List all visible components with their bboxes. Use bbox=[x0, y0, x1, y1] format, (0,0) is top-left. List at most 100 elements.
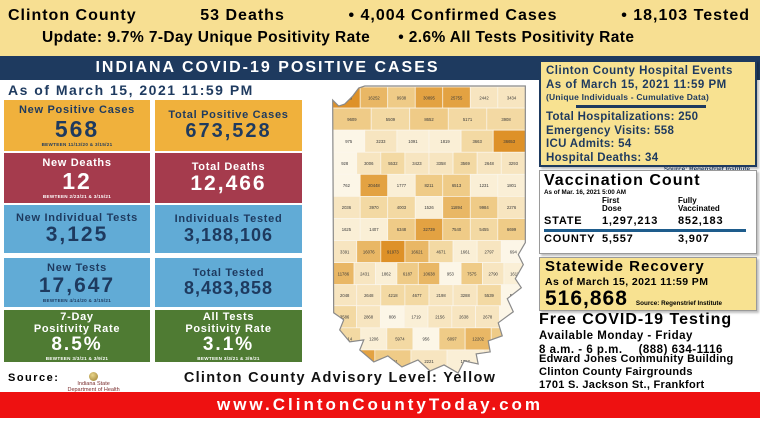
stat-label: 7-Day Positivity Rate bbox=[33, 310, 121, 336]
county-case-count: 956 bbox=[422, 337, 430, 342]
county-case-count: 30895 bbox=[423, 95, 435, 100]
vaccination-county-first: 5,557 bbox=[602, 232, 634, 245]
banner-county-name: Clinton County bbox=[8, 7, 137, 24]
vaccination-col-fully-vaccinated: Fully Vaccinated bbox=[678, 195, 720, 214]
stat-label: Total Positive Cases bbox=[168, 108, 289, 121]
vaccination-underline bbox=[544, 229, 746, 232]
stat-note: BEWTEEN 3/3/21 & 3/9/21 bbox=[45, 356, 109, 362]
county-case-count: 6097 bbox=[447, 337, 457, 342]
stat-value: 3,125 bbox=[45, 223, 109, 247]
hospital-source: Source: Regenstrief Institute bbox=[546, 166, 750, 173]
banner-line1: Clinton County 53 Deaths • 4,004 Confirm… bbox=[0, 0, 760, 25]
county-case-count: 1801 bbox=[507, 183, 517, 188]
county-case-count: 953 bbox=[447, 271, 455, 276]
county-case-count: 2790 bbox=[489, 271, 499, 276]
county-case-count: 694 bbox=[510, 249, 518, 254]
stat-value: 8.5% bbox=[51, 334, 103, 356]
county-case-count: 975 bbox=[345, 139, 353, 144]
stat-box-individuals-tested: Individuals Tested 3,188,106 bbox=[155, 205, 302, 253]
county-case-count: 1862 bbox=[382, 271, 392, 276]
county-case-count: 5532 bbox=[388, 161, 398, 166]
county-case-count: 16621 bbox=[411, 249, 423, 254]
stat-value: 3,188,106 bbox=[183, 224, 274, 245]
vaccination-table-header: First Dose Fully Vaccinated bbox=[544, 195, 752, 215]
county-case-count: 1091 bbox=[408, 139, 418, 144]
county-case-count: 9984 bbox=[479, 205, 489, 210]
county-case-count: 1625 bbox=[342, 227, 352, 232]
location-line: 1701 S. Jackson St., Frankfort bbox=[539, 378, 705, 391]
county-case-count: 2442 bbox=[479, 95, 489, 100]
county-case-count: 16252 bbox=[368, 95, 380, 100]
stat-box-new-tests: New Tests 17,647 BEWTEEN 4/14/20 & 3/15/21 bbox=[4, 258, 150, 307]
stat-note: BEWTEEN 3/3/21 & 3/9/21 bbox=[197, 356, 260, 362]
county-case-count: 3391 bbox=[340, 249, 350, 254]
location-line: Clinton County Fairgrounds bbox=[539, 365, 693, 378]
vaccination-panel: Vaccination Count As of Mar. 16, 2021 5:… bbox=[539, 170, 757, 254]
testing-location: Edward Jones Community Building Clinton … bbox=[539, 353, 733, 392]
hospital-subtitle: As of March 15, 2021 11:59 PM bbox=[546, 78, 727, 91]
stat-box-total-tested: Total Tested 8,483,858 bbox=[155, 258, 302, 307]
recovery-asof: As of March 15, 2021 11:59 PM bbox=[545, 275, 709, 288]
stat-label: New Tests bbox=[47, 262, 107, 275]
county-case-count: 21485 bbox=[351, 359, 363, 364]
county-case-count: 2198 bbox=[436, 293, 446, 298]
top-banner: Clinton County 53 Deaths • 4,004 Confirm… bbox=[0, 0, 760, 56]
testing-phone[interactable]: (888) 634-1116 bbox=[638, 344, 723, 357]
banner-confirmed-cases: • 4,004 Confirmed Cases bbox=[348, 7, 558, 24]
vaccination-row-label: COUNTY bbox=[544, 232, 596, 245]
county-case-count: 2678 bbox=[483, 315, 493, 320]
vaccination-state-first: 1,297,213 bbox=[602, 215, 659, 228]
hospital-stat-line: Total Hospitalizations: 250 bbox=[546, 111, 699, 124]
stat-note: BEWTEEN 2/23/21 & 3/15/21 bbox=[42, 194, 112, 200]
county-case-count: 3569 bbox=[460, 161, 470, 166]
stat-value: 3.1% bbox=[202, 334, 255, 356]
county-case-count: 2638 bbox=[459, 315, 469, 320]
county-case-count: 5171 bbox=[463, 117, 473, 122]
testing-title: Free COVID-19 Testing bbox=[539, 311, 733, 328]
vaccination-county-full: 3,907 bbox=[678, 232, 710, 245]
county-case-count: 2036 bbox=[342, 205, 352, 210]
county-case-count: 2048 bbox=[340, 293, 350, 298]
stat-label: New Positive Cases bbox=[19, 104, 135, 117]
county-case-count: 5455 bbox=[479, 227, 489, 232]
hospital-events-panel: Clinton County Hospital Events As of Mar… bbox=[539, 60, 757, 173]
stat-value: 673,528 bbox=[185, 120, 272, 143]
county-case-count: 2431 bbox=[360, 271, 370, 276]
county-case-count: 2868 bbox=[364, 315, 374, 320]
location-line: Edward Jones Community Building bbox=[539, 353, 734, 365]
county-case-count: 8652 bbox=[424, 117, 434, 122]
stat-label: Total Deaths bbox=[191, 160, 266, 173]
hospital-stat-line: Hospital Deaths: 34 bbox=[546, 151, 659, 164]
page-title: INDIANA COVID-19 POSITIVE CASES bbox=[95, 59, 440, 76]
county-case-count: 3293 bbox=[509, 161, 519, 166]
county-case-count: 7575 bbox=[467, 271, 477, 276]
hospital-stat-line: Emergency Visits: 558 bbox=[546, 124, 675, 137]
stat-value: 12 bbox=[62, 168, 92, 195]
county-case-count: 2648 bbox=[485, 161, 495, 166]
county-case-count: 928 bbox=[341, 161, 349, 166]
county-case-count: 3434 bbox=[507, 95, 517, 100]
testing-days: Available Monday - Friday bbox=[539, 329, 693, 342]
stat-value: 12,466 bbox=[190, 172, 267, 196]
banner-tested: • 18,103 Tested bbox=[621, 7, 750, 24]
county-case-count: 12202 bbox=[472, 337, 484, 342]
stat-label: New Deaths bbox=[42, 156, 112, 169]
county-case-count: 6187 bbox=[403, 271, 413, 276]
county-case-count: 9609 bbox=[347, 117, 357, 122]
stat-note: BEWTEEN 4/14/20 & 3/15/21 bbox=[42, 297, 112, 303]
recovery-source: Source: Regenstrief Institute bbox=[635, 299, 722, 307]
vaccination-col-first-dose: First Dose bbox=[602, 195, 622, 214]
county-case-count: 91973 bbox=[387, 249, 399, 254]
statewide-recovery-panel: Statewide Recovery As of March 15, 2021 … bbox=[539, 257, 757, 311]
county-case-count: 3233 bbox=[376, 139, 386, 144]
banner-deaths: 53 Deaths bbox=[200, 7, 285, 24]
hospital-stat-line: ICU Admits: 54 bbox=[546, 138, 632, 151]
county-case-count: 2648 bbox=[364, 293, 374, 298]
county-case-count: 762 bbox=[343, 183, 351, 188]
footer-bar: www.ClintonCountyToday.com bbox=[0, 392, 760, 418]
stat-note: BEWTEEN 11/13/20 & 3/15/21 bbox=[41, 141, 113, 147]
stat-box-7-day-positivity-rate: 7-Day Positivity Rate 8.5% BEWTEEN 3/3/21 … bbox=[4, 310, 150, 362]
footer-url[interactable]: www.ClintonCountyToday.com bbox=[216, 395, 544, 414]
stat-value: 568 bbox=[54, 115, 100, 142]
